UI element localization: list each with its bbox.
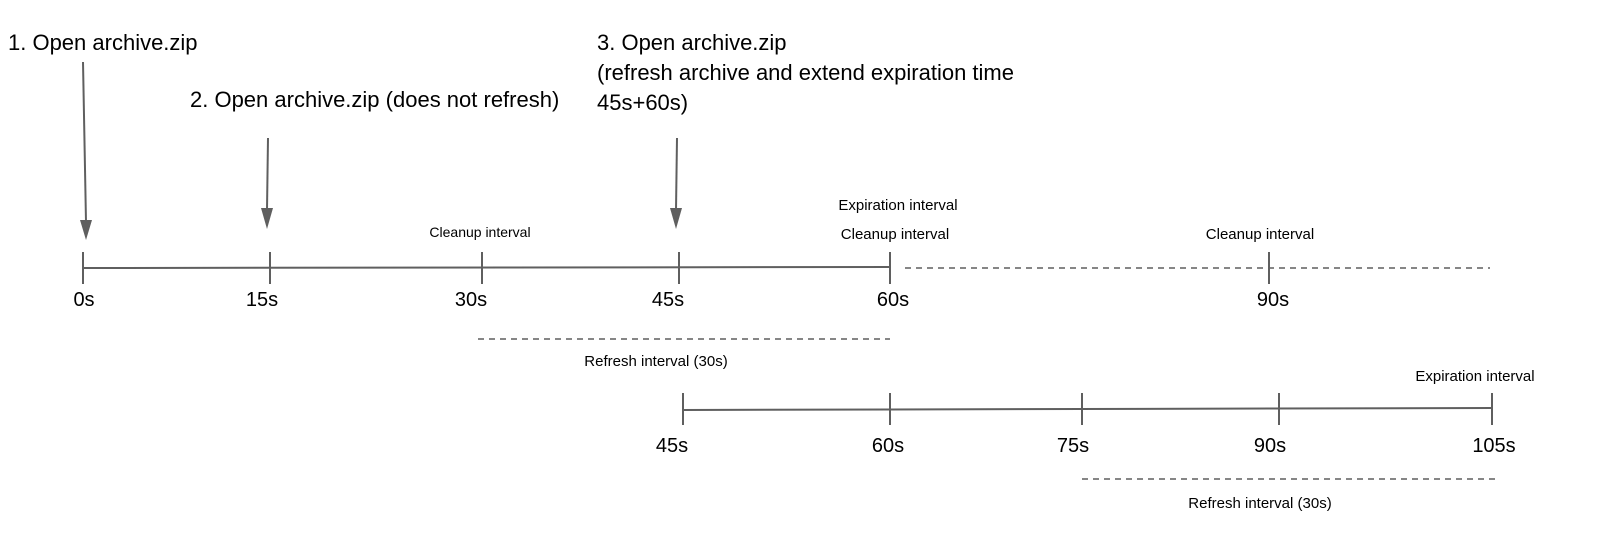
refresh-interval-label: Refresh interval (30s): [584, 353, 727, 370]
tick-label: 60s: [877, 289, 909, 311]
step-2-arrow: [261, 137, 273, 229]
step-2-label: 2. Open archive.zip (does not refresh): [190, 87, 559, 112]
bottom-timeline: [682, 393, 1493, 425]
expiration-interval-label: Expiration interval: [838, 197, 957, 214]
step-3-label-line-1: 3. Open archive.zip: [597, 30, 787, 55]
tick-label: 90s: [1254, 435, 1286, 457]
step-3-label-line-3: 45s+60s): [597, 90, 688, 115]
tick-label: 45s: [652, 289, 684, 311]
step-3-arrow: [670, 137, 682, 229]
step-1-arrow: [80, 61, 92, 240]
tick-label: 60s: [872, 435, 904, 457]
tick-label: 30s: [455, 289, 487, 311]
tick-label: 105s: [1472, 435, 1515, 457]
expiration-interval-label: Expiration interval: [1415, 368, 1534, 385]
tick-label: 15s: [246, 289, 278, 311]
top-timeline: [82, 252, 1490, 284]
tick-label: 90s: [1257, 289, 1289, 311]
step-1-label: 1. Open archive.zip: [8, 30, 198, 55]
cleanup-interval-label: Cleanup interval: [429, 224, 530, 240]
cleanup-interval-label: Cleanup interval: [841, 226, 949, 243]
step-3-label-line-2: (refresh archive and extend expiration t…: [597, 60, 1014, 85]
cleanup-interval-label: Cleanup interval: [1206, 226, 1314, 243]
refresh-interval-label: Refresh interval (30s): [1188, 495, 1331, 512]
tick-label: 0s: [73, 289, 94, 311]
tick-label: 75s: [1057, 435, 1089, 457]
tick-label: 45s: [656, 435, 688, 457]
